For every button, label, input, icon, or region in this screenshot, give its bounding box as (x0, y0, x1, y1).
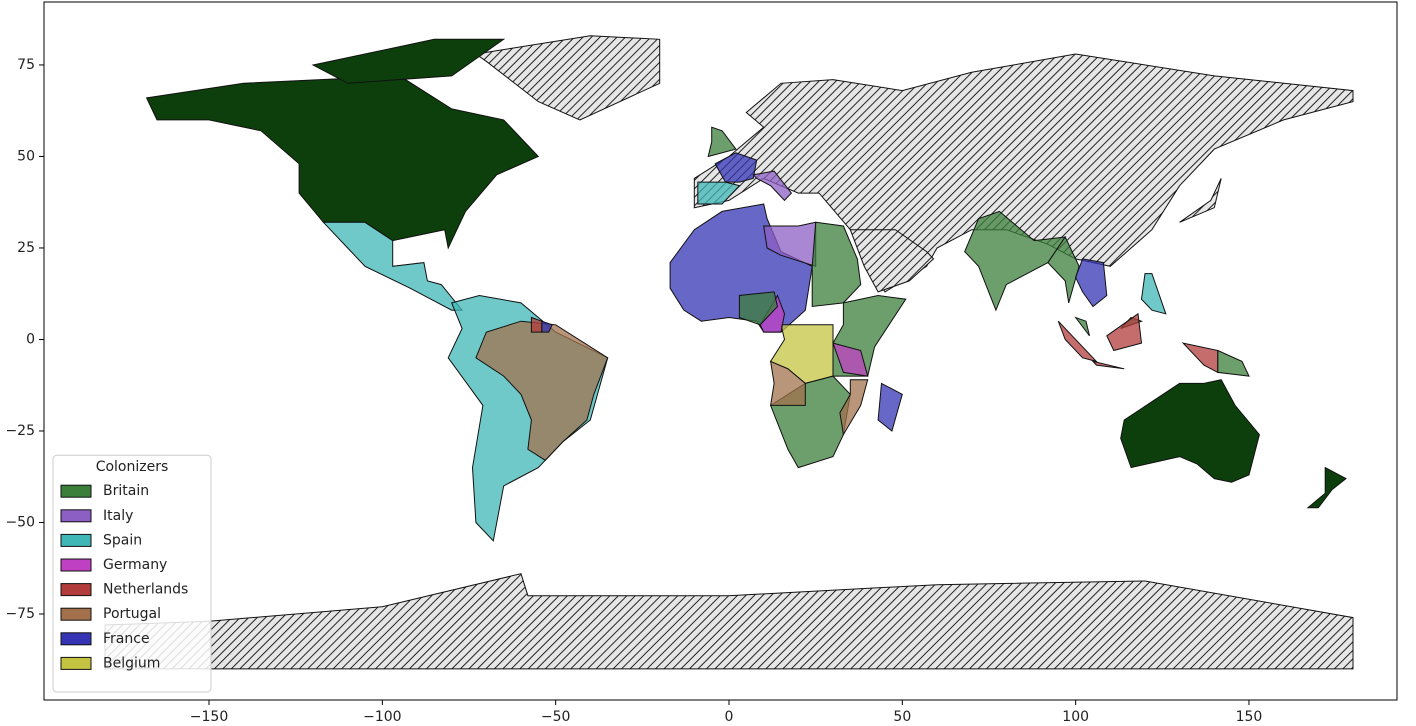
region (474, 35, 661, 121)
y-tick-label: 25 (17, 240, 35, 256)
region (475, 320, 609, 461)
legend-swatch (60, 632, 92, 646)
region (849, 229, 935, 293)
legend-title: Colonizers (96, 459, 169, 475)
region (752, 170, 793, 202)
region (1057, 320, 1098, 363)
region (145, 75, 540, 250)
region (1217, 349, 1250, 377)
x-tick-label: 0 (725, 709, 734, 725)
region (1140, 273, 1167, 315)
legend-swatch (60, 607, 92, 621)
region (1179, 178, 1222, 223)
region (104, 573, 1354, 670)
legend-label: Germany (103, 557, 167, 573)
region (839, 379, 869, 437)
region (1306, 466, 1347, 509)
legend-swatch (60, 656, 92, 670)
legend-box (52, 454, 212, 693)
legend: Colonizers Britain Italy Spain Germany Nether… (52, 454, 212, 693)
legend-swatch (60, 558, 92, 572)
region (1075, 258, 1108, 308)
y-tick-label: −50 (5, 514, 35, 530)
region (769, 360, 806, 406)
legend-swatch (60, 583, 92, 597)
map-regions (104, 35, 1354, 670)
region (311, 38, 506, 84)
legend-swatch (60, 509, 92, 523)
region (1106, 312, 1143, 352)
x-tick-label: −100 (363, 709, 401, 725)
x-tick-label: −150 (190, 709, 228, 725)
region (877, 382, 903, 432)
region (697, 181, 741, 205)
region (322, 221, 464, 311)
legend-label: Belgium (103, 655, 160, 671)
x-tick-label: 50 (893, 709, 911, 725)
region (530, 316, 543, 333)
region (811, 221, 862, 308)
axes: −150 −100 −50 0 50 100 150 −75 −50 −25 0 25 50 75 (5, 57, 1262, 725)
region (738, 291, 779, 326)
y-tick-label: 50 (17, 148, 35, 164)
y-tick-label: 75 (17, 57, 35, 73)
legend-label: Spain (103, 532, 142, 548)
x-tick-label: −50 (541, 709, 571, 725)
region (832, 342, 869, 377)
x-tick-label: 100 (1062, 709, 1089, 725)
region (1091, 360, 1125, 370)
legend-label: Portugal (103, 606, 161, 622)
y-tick-label: 0 (26, 331, 35, 347)
y-tick-label: −25 (5, 423, 35, 439)
region (1074, 316, 1090, 337)
legend-label: France (103, 631, 150, 647)
region (1047, 235, 1080, 304)
x-tick-label: 150 (1236, 709, 1263, 725)
y-tick-label: −75 (5, 606, 35, 622)
legend-label: Britain (103, 483, 149, 499)
region (1120, 379, 1260, 483)
legend-swatch (60, 533, 92, 547)
legend-swatch (60, 484, 92, 498)
legend-label: Netherlands (103, 582, 188, 598)
legend-label: Italy (103, 508, 133, 524)
region (707, 126, 737, 158)
